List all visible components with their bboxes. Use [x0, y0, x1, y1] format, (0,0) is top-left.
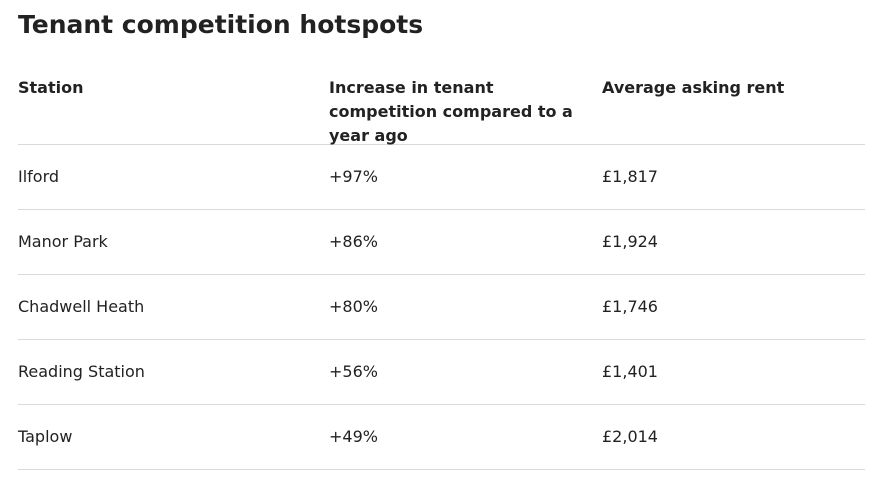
- station-cell: Manor Park: [18, 232, 108, 251]
- competition-increase-cell: +86%: [329, 232, 378, 251]
- hotspots-table: Station Increase in tenant competition c…: [18, 76, 865, 470]
- header-average-rent: Average asking rent: [602, 78, 785, 97]
- average-rent-cell: £1,401: [602, 362, 658, 381]
- table-row: Chadwell Heath +80% £1,746: [18, 275, 865, 340]
- competition-increase-cell: +49%: [329, 427, 378, 446]
- station-cell: Chadwell Heath: [18, 297, 145, 316]
- competition-increase-cell: +56%: [329, 362, 378, 381]
- page-title: Tenant competition hotspots: [18, 10, 424, 39]
- average-rent-cell: £1,746: [602, 297, 658, 316]
- station-cell: Ilford: [18, 167, 60, 186]
- table-header: Station Increase in tenant competition c…: [18, 76, 865, 145]
- average-rent-cell: £2,014: [602, 427, 658, 446]
- table-row: Taplow +49% £2,014: [18, 405, 865, 470]
- competition-increase-cell: +97%: [329, 167, 378, 186]
- header-station: Station: [18, 78, 84, 97]
- header-competition-increase: Increase in tenant competition compared …: [329, 78, 573, 145]
- average-rent-cell: £1,924: [602, 232, 658, 251]
- table-row: Ilford +97% £1,817: [18, 145, 865, 210]
- competition-increase-cell: +80%: [329, 297, 378, 316]
- average-rent-cell: £1,817: [602, 167, 658, 186]
- station-cell: Taplow: [18, 427, 73, 446]
- table-row: Reading Station +56% £1,401: [18, 340, 865, 405]
- table-row: Manor Park +86% £1,924: [18, 210, 865, 275]
- station-cell: Reading Station: [18, 362, 145, 381]
